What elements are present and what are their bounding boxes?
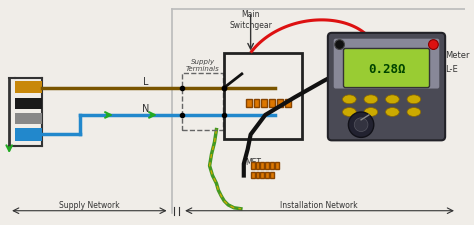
Bar [265, 162, 269, 169]
Bar [15, 128, 43, 142]
Text: N: N [142, 104, 150, 113]
Circle shape [348, 112, 374, 138]
Bar [261, 100, 267, 108]
Text: 0.28Ω: 0.28Ω [368, 62, 405, 75]
Text: Supply
Terminals: Supply Terminals [186, 59, 219, 72]
Bar [224, 54, 302, 140]
Bar [260, 172, 264, 179]
Ellipse shape [343, 108, 356, 117]
Ellipse shape [407, 95, 421, 104]
Bar [15, 99, 43, 110]
Bar [15, 113, 43, 124]
Bar [269, 100, 275, 108]
Ellipse shape [364, 108, 378, 117]
Circle shape [335, 40, 345, 50]
Bar [285, 100, 291, 108]
Bar [260, 162, 264, 169]
Bar [15, 81, 43, 94]
Ellipse shape [385, 95, 399, 104]
Bar [254, 100, 259, 108]
Bar [251, 172, 255, 179]
Text: L-E: L-E [445, 64, 458, 73]
Circle shape [428, 40, 438, 50]
Text: MET: MET [246, 158, 262, 166]
Text: Main
Switchgear: Main Switchgear [229, 10, 272, 30]
FancyBboxPatch shape [344, 49, 429, 88]
Bar [277, 100, 283, 108]
Ellipse shape [364, 95, 378, 104]
Text: Supply Network: Supply Network [59, 200, 119, 209]
Bar [182, 74, 223, 130]
Bar [251, 162, 255, 169]
Bar [275, 162, 279, 169]
Ellipse shape [385, 108, 399, 117]
Bar [255, 172, 259, 179]
FancyBboxPatch shape [328, 34, 445, 141]
Bar [270, 162, 274, 169]
Text: Installation Network: Installation Network [280, 200, 358, 209]
Bar [255, 162, 259, 169]
Bar [270, 172, 274, 179]
Text: Meter: Meter [445, 51, 470, 60]
Circle shape [354, 118, 368, 132]
FancyBboxPatch shape [334, 40, 439, 89]
Ellipse shape [407, 108, 421, 117]
Ellipse shape [343, 95, 356, 104]
Text: L: L [143, 76, 149, 86]
Bar [246, 100, 252, 108]
Bar [265, 172, 269, 179]
